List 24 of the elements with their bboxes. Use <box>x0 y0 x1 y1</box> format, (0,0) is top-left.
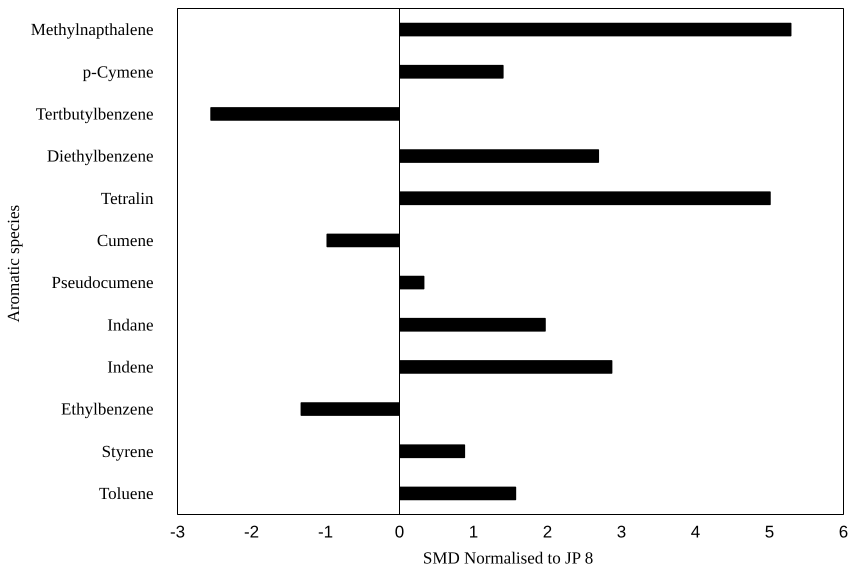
x-tick-label: 1 <box>468 522 478 542</box>
y-tick-label: Cumene <box>96 230 154 250</box>
y-tick-label: Tertbutylbenzene <box>36 104 154 124</box>
x-tick-label: -2 <box>244 522 260 542</box>
y-axis-title: Aromatic species <box>4 204 23 322</box>
y-tick-label: Diethylbenzene <box>46 146 154 166</box>
x-axis-title: SMD Normalised to JP 8 <box>422 548 594 568</box>
y-tick-label: Indane <box>107 315 154 334</box>
y-tick-label: Styrene <box>102 442 154 461</box>
y-tick-label: Indene <box>107 357 154 376</box>
y-tick-label: Methylnapthalene <box>30 20 154 40</box>
x-tick-label: 3 <box>616 522 626 542</box>
x-tick-label: 2 <box>542 522 552 542</box>
y-tick-label: Toluene <box>98 484 154 503</box>
y-tick-label: p-Cymene <box>82 62 154 82</box>
x-tick-label: 6 <box>838 522 848 542</box>
y-tick-label: Tetralin <box>100 188 154 208</box>
x-tick-label: 4 <box>690 522 700 542</box>
x-tick-label: -1 <box>318 522 334 542</box>
x-tick-label: -3 <box>170 522 186 542</box>
y-tick-label: Ethylbenzene <box>60 400 154 419</box>
x-tick-label: 0 <box>394 522 404 542</box>
x-tick-label: 5 <box>764 522 774 542</box>
y-tick-label: Pseudocumene <box>52 273 154 292</box>
